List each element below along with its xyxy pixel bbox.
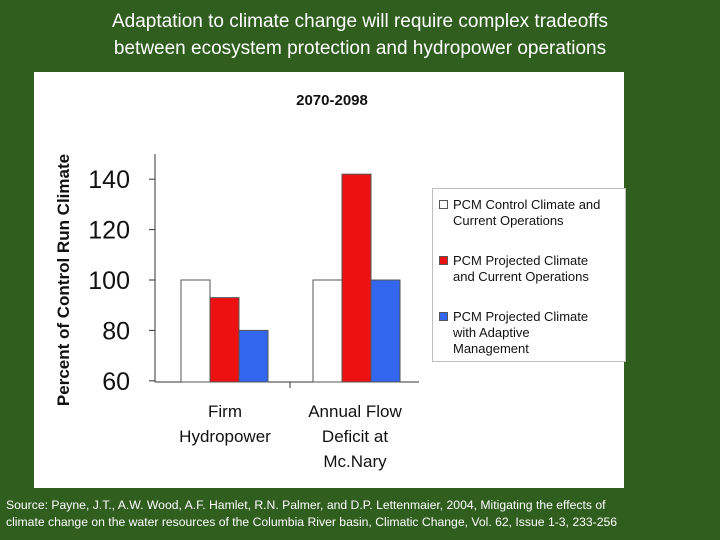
slide-title-line-2: between ecosystem protection and hydropo… [113,38,607,59]
legend-label: PCM Projected Climate with Adaptive Manage… [453,309,625,357]
bar-series-2-category-2 [341,173,372,383]
legend-label-line: with Adaptive [453,325,530,340]
y-tick-label: 100 [88,267,130,295]
slide-title-line-1: Adaptation to climate change will requir… [111,11,609,32]
bar-series-3-category-2 [370,279,401,383]
bars [180,173,401,388]
bar-series-2-category-1 [209,297,240,383]
legend-label-line: Management [453,341,529,356]
legend-label-line: PCM Projected Climate [453,253,589,268]
y-tick-label: 80 [102,317,130,345]
x-tick-labels: Firm Hydropower Annual Flow Deficit at Mc.Na… [179,402,402,471]
chart-panel: 2070-2098 Percent of Control Run Climate… [34,72,626,488]
x-category-label: Deficit at [322,427,388,446]
slide-title: Adaptation to climate change will requir… [0,8,720,62]
source-line-2: climate change on the water resources of… [6,515,618,529]
legend-swatch [439,200,448,209]
chart-title: 2070-2098 [296,92,368,109]
legend-label-line: and Current Operations [453,269,589,284]
x-category-label: Firm [208,402,242,421]
source-citation: Source: Payne, J.T., A.W. Wood, A.F. Ham… [6,497,716,531]
x-category-label: Mc.Nary [323,452,387,471]
y-tick-label: 140 [88,166,130,194]
legend-swatch [439,312,448,321]
bar-series-1-category-2 [312,279,343,383]
y-tick-label: 120 [88,217,130,245]
source-line-1: Source: Payne, J.T., A.W. Wood, A.F. Ham… [6,498,606,512]
x-category-label: Hydropower [179,427,271,446]
legend-label-line: Current Operations [453,213,564,228]
legend-label: PCM Control Climate and Current Operation… [453,197,625,229]
legend-swatch [439,256,448,265]
y-tick-label: 60 [102,368,130,396]
bar-series-1-category-1 [180,279,211,383]
legend: PCM Control Climate and Current Operation… [432,188,626,362]
bar-series-3-category-1 [238,329,269,383]
y-axis-label: Percent of Control Run Climate [54,154,73,406]
legend-label: PCM Projected Climate and Current Operati… [453,253,625,285]
y-ticks: 60 80 100 120 140 [88,166,155,396]
legend-label-line: PCM Control Climate and [453,197,601,212]
legend-label-line: PCM Projected Climate [453,309,589,324]
x-category-label: Annual Flow [308,402,402,421]
bar-chart: 2070-2098 Percent of Control Run Climate… [54,92,419,471]
